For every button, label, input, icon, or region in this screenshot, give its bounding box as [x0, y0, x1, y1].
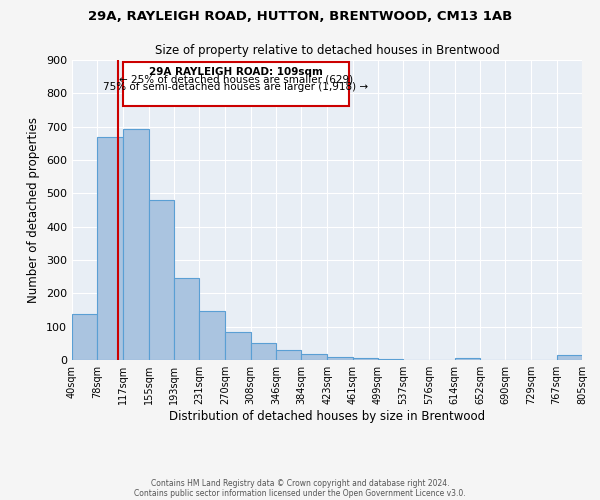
Bar	[72, 314, 97, 360]
Text: 29A RAYLEIGH ROAD: 109sqm: 29A RAYLEIGH ROAD: 109sqm	[149, 68, 323, 78]
Text: 75% of semi-detached houses are larger (1,918) →: 75% of semi-detached houses are larger (…	[103, 82, 368, 92]
Bar	[301, 354, 328, 360]
Bar	[455, 358, 480, 360]
Text: ← 25% of detached houses are smaller (629): ← 25% of detached houses are smaller (62…	[119, 74, 353, 85]
Bar	[276, 350, 301, 360]
Bar	[199, 311, 226, 360]
Title: Size of property relative to detached houses in Brentwood: Size of property relative to detached ho…	[155, 44, 499, 58]
Bar	[97, 138, 124, 360]
Text: 29A, RAYLEIGH ROAD, HUTTON, BRENTWOOD, CM13 1AB: 29A, RAYLEIGH ROAD, HUTTON, BRENTWOOD, C…	[88, 10, 512, 23]
Bar	[353, 358, 378, 360]
Text: Contains HM Land Registry data © Crown copyright and database right 2024.: Contains HM Land Registry data © Crown c…	[151, 478, 449, 488]
Text: Contains public sector information licensed under the Open Government Licence v3: Contains public sector information licen…	[134, 488, 466, 498]
Y-axis label: Number of detached properties: Number of detached properties	[28, 117, 40, 303]
FancyBboxPatch shape	[124, 62, 349, 106]
Bar	[378, 359, 403, 360]
Bar	[124, 129, 149, 360]
Bar	[149, 200, 174, 360]
Bar	[226, 332, 251, 360]
Bar	[557, 355, 582, 360]
Bar	[174, 278, 199, 360]
Bar	[251, 344, 276, 360]
X-axis label: Distribution of detached houses by size in Brentwood: Distribution of detached houses by size …	[169, 410, 485, 423]
Bar	[328, 356, 353, 360]
